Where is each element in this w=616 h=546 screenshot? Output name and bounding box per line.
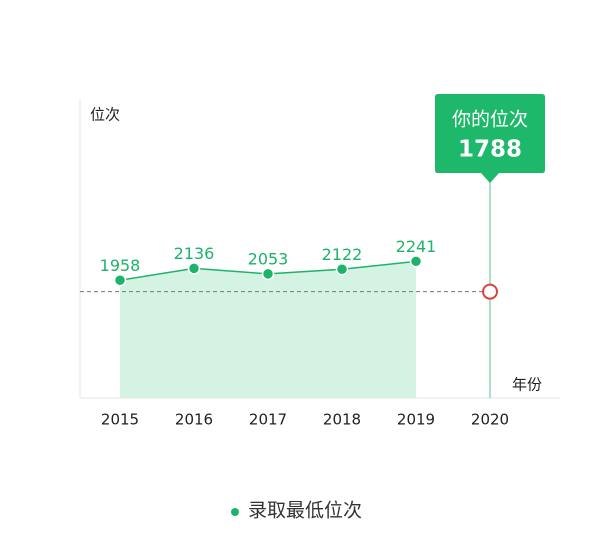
- highlight-label: 你的位次: [452, 109, 528, 131]
- x-tick-label: 2020: [471, 411, 509, 429]
- point: [187, 262, 201, 275]
- point: [113, 274, 127, 287]
- x-tick-label: 2016: [175, 411, 213, 429]
- legend-label: 录取最低位次: [248, 500, 362, 522]
- x-tick-label: 2018: [323, 411, 361, 429]
- y-axis-title: 位次: [90, 106, 120, 124]
- point: [409, 255, 423, 268]
- data-label: 2136: [174, 244, 215, 263]
- x-tick-label: 2015: [101, 411, 139, 429]
- highlight-point: [482, 283, 498, 300]
- x-tick-label: 2017: [249, 411, 287, 429]
- highlight-value: 1788: [458, 137, 522, 163]
- x-axis-title: 年份: [512, 376, 542, 394]
- x-tick-label: 2019: [397, 411, 435, 429]
- data-label: 2053: [248, 249, 289, 268]
- point: [261, 267, 275, 281]
- legend-dot: [231, 508, 239, 516]
- data-label: 2122: [322, 245, 363, 264]
- point: [335, 263, 349, 276]
- area: [120, 261, 416, 398]
- data-label: 1958: [100, 256, 141, 275]
- data-label: 2241: [396, 237, 437, 256]
- highlight-box: [435, 94, 545, 183]
